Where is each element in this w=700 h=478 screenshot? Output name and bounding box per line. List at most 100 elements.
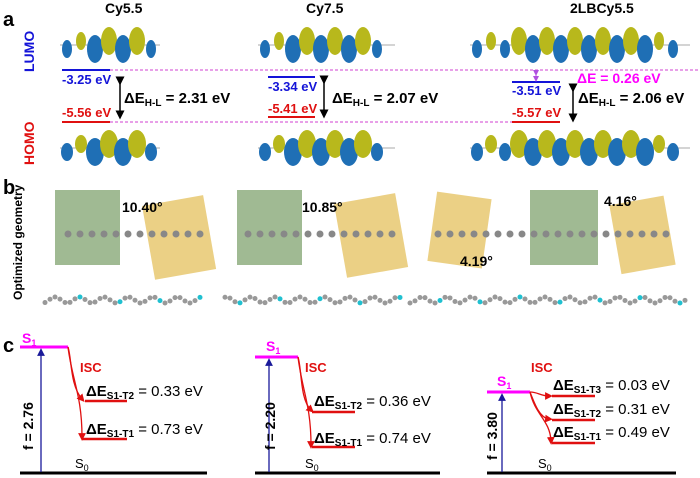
orbital-lobe [114,138,132,166]
atom [292,296,298,302]
atom [302,296,308,302]
orbital-lobe [326,130,344,158]
atom [227,295,233,301]
orbital-lobe [274,32,284,50]
orbital-lobe [594,130,612,158]
atom [357,300,363,306]
delta-e-s1-t1: ΔES1-T1 = 0.74 eV [314,430,431,449]
atom [607,299,613,305]
atom [177,295,183,301]
panel-label-b: b [3,177,15,199]
orbital-lobe [260,40,270,58]
atom [512,296,518,302]
atom [597,297,603,303]
orbital-lobe [299,27,315,55]
atom [434,230,442,238]
lumo-axis-label: LUMO [21,31,37,72]
orbital-lobe [128,130,146,158]
orbital-lobe [101,27,117,55]
atom [92,299,98,305]
atom [407,300,413,306]
atom [437,298,443,304]
atom [316,230,324,238]
atom [662,294,668,300]
atom [372,294,378,300]
atom [352,297,358,303]
orbital-lobe [371,143,383,161]
s0-label: S0 [75,456,89,473]
orbital-lobe [100,130,118,158]
gap-cy55: ΔEH-L = 2.31 eV [124,90,230,109]
atom [518,230,526,238]
orbital-lobe [511,27,527,55]
homo-axis-label: HOMO [21,121,37,165]
atom [307,300,313,306]
isc-label: ISC [531,360,553,375]
atom [638,230,646,238]
atom [187,300,193,306]
atom [417,295,423,301]
atom [497,296,503,302]
atom [477,299,483,305]
atom [672,298,678,304]
atom [627,300,633,306]
atom [367,295,373,301]
atom [492,294,498,300]
atom [446,230,454,238]
isc-arrow-t1 [67,346,86,441]
isc-label: ISC [80,360,102,375]
panel-label-a: a [3,9,15,31]
atom [167,298,173,304]
atom [530,230,538,238]
atom [412,298,418,304]
atom [122,295,128,301]
atom [522,296,528,302]
orbital-lobe [609,35,625,63]
orbital-lobe [355,27,371,55]
orbital-lobe [636,138,654,166]
atom [242,297,248,303]
orbital-lobe [259,143,271,161]
orbital-lobe [667,143,679,161]
atom [257,299,263,305]
orbital-lobe [668,40,678,58]
atom [237,300,243,306]
atom [196,230,204,238]
atom [652,300,658,306]
orbital-lobe [553,35,569,63]
atom [494,230,502,238]
atom [376,230,384,238]
orbital-lobe [538,130,556,158]
delta-e-s1-t2: ΔES1-T2 = 0.36 eV [314,393,431,412]
atom [172,230,180,238]
atom [342,295,348,301]
orbital-lobe [608,138,626,166]
isc-arrow-t1 [297,356,315,449]
atom [542,230,550,238]
orbital-lobe [285,35,301,63]
atom [142,298,148,304]
orbital-lobe [327,27,343,55]
atom [472,295,478,301]
orbital-lobe [86,138,104,166]
delta-e-s1-t1: ΔES1-T1 = 0.73 eV [86,421,203,440]
title-2lbcy55: 2LBCy5.5 [570,0,634,16]
atom [642,295,648,301]
atom [567,294,573,300]
green-plane-cy55 [55,190,120,265]
atom [136,230,144,238]
atom [572,297,578,303]
atom [592,294,598,300]
orbital-lobe [486,32,496,50]
title-cy75: Cy7.5 [306,0,344,16]
atom [442,294,448,300]
atom [82,296,88,302]
oscillator-strength: f = 2.76 [20,402,36,450]
atom [172,295,178,301]
atom [87,300,93,306]
yellow-plane-2lb-left [427,191,492,269]
atom [557,299,563,305]
s1-label: S1 [266,338,280,356]
atom [64,230,72,238]
